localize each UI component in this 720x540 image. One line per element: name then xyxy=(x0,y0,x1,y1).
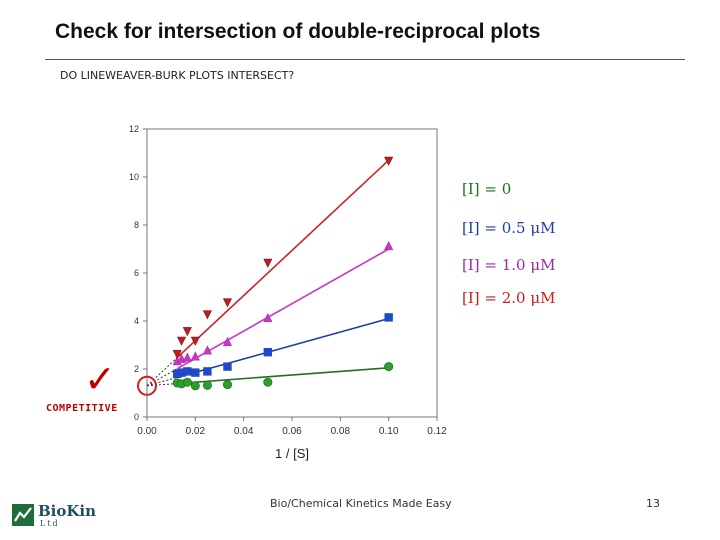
data-point xyxy=(223,362,232,371)
y-tick-label: 4 xyxy=(134,316,139,326)
data-point xyxy=(177,368,186,377)
data-point xyxy=(263,377,273,387)
y-tick-label: 2 xyxy=(134,364,139,374)
fit-line xyxy=(176,317,389,379)
data-point xyxy=(176,336,187,346)
data-point xyxy=(222,380,232,390)
x-tick-label: 0.06 xyxy=(282,426,302,437)
data-point xyxy=(222,298,233,308)
x-tick-label: 0.04 xyxy=(234,426,254,437)
data-point xyxy=(263,312,273,323)
competitive-label: COMPETITIVE xyxy=(46,403,118,414)
data-point xyxy=(384,362,394,372)
title-divider xyxy=(45,59,685,60)
data-point xyxy=(190,381,200,391)
data-point xyxy=(182,352,192,362)
footer-text: Bio/Chemical Kinetics Made Easy xyxy=(270,497,452,510)
extrapolation-line xyxy=(146,376,178,387)
data-point xyxy=(202,310,213,320)
x-tick-label: 0.00 xyxy=(137,426,157,437)
data-point xyxy=(384,240,394,251)
data-point xyxy=(202,380,212,390)
y-tick-label: 6 xyxy=(134,268,139,278)
extrapolation-line xyxy=(146,368,178,387)
x-tick-label: 0.02 xyxy=(186,426,206,437)
x-tick-label: 0.12 xyxy=(427,426,447,437)
data-point xyxy=(384,156,394,166)
biokin-logo-icon xyxy=(12,504,34,526)
data-point xyxy=(190,351,200,361)
intersection-circle xyxy=(137,375,157,396)
data-point xyxy=(222,336,233,347)
legend-i20: [I] = 2.0 μM xyxy=(462,289,556,307)
data-point xyxy=(190,336,200,346)
data-point xyxy=(182,377,192,387)
x-tick-label: 0.10 xyxy=(379,426,399,437)
fit-line xyxy=(177,367,389,385)
x-axis-label: 1 / [S] xyxy=(275,446,309,461)
check-mark-icon: ✓ xyxy=(84,357,116,401)
data-point xyxy=(263,348,273,357)
extrapolation-line xyxy=(146,383,178,387)
x-tick-label: 0.08 xyxy=(331,426,351,437)
data-point xyxy=(263,258,273,268)
extrapolation-line xyxy=(146,357,178,387)
y-tick-label: 12 xyxy=(129,124,139,134)
fit-line xyxy=(176,159,390,359)
y-tick-label: 10 xyxy=(129,172,139,182)
slide-title: Check for intersection of double-recipro… xyxy=(55,20,541,43)
question-text: DO LINEWEAVER-BURK PLOTS INTERSECT? xyxy=(60,69,295,82)
data-point xyxy=(384,313,393,322)
page-number: 13 xyxy=(646,497,660,510)
logo-name: BioKin xyxy=(38,502,97,520)
data-point xyxy=(172,349,182,360)
data-point xyxy=(182,327,192,337)
fit-line xyxy=(176,248,390,370)
y-tick-label: 8 xyxy=(134,220,139,230)
logo-subtitle: Ltd xyxy=(40,519,60,528)
biokin-logo: BioKin Ltd xyxy=(12,502,96,530)
legend-i10: [I] = 1.0 μM xyxy=(462,256,556,274)
data-point xyxy=(203,367,212,376)
data-point xyxy=(183,367,192,376)
data-point xyxy=(173,369,182,378)
data-point xyxy=(202,345,213,355)
legend-i05: [I] = 0.5 μM xyxy=(462,219,556,237)
legend-i0: [I] = 0 xyxy=(462,180,512,198)
data-point xyxy=(191,368,200,377)
y-tick-label: 0 xyxy=(134,412,139,422)
